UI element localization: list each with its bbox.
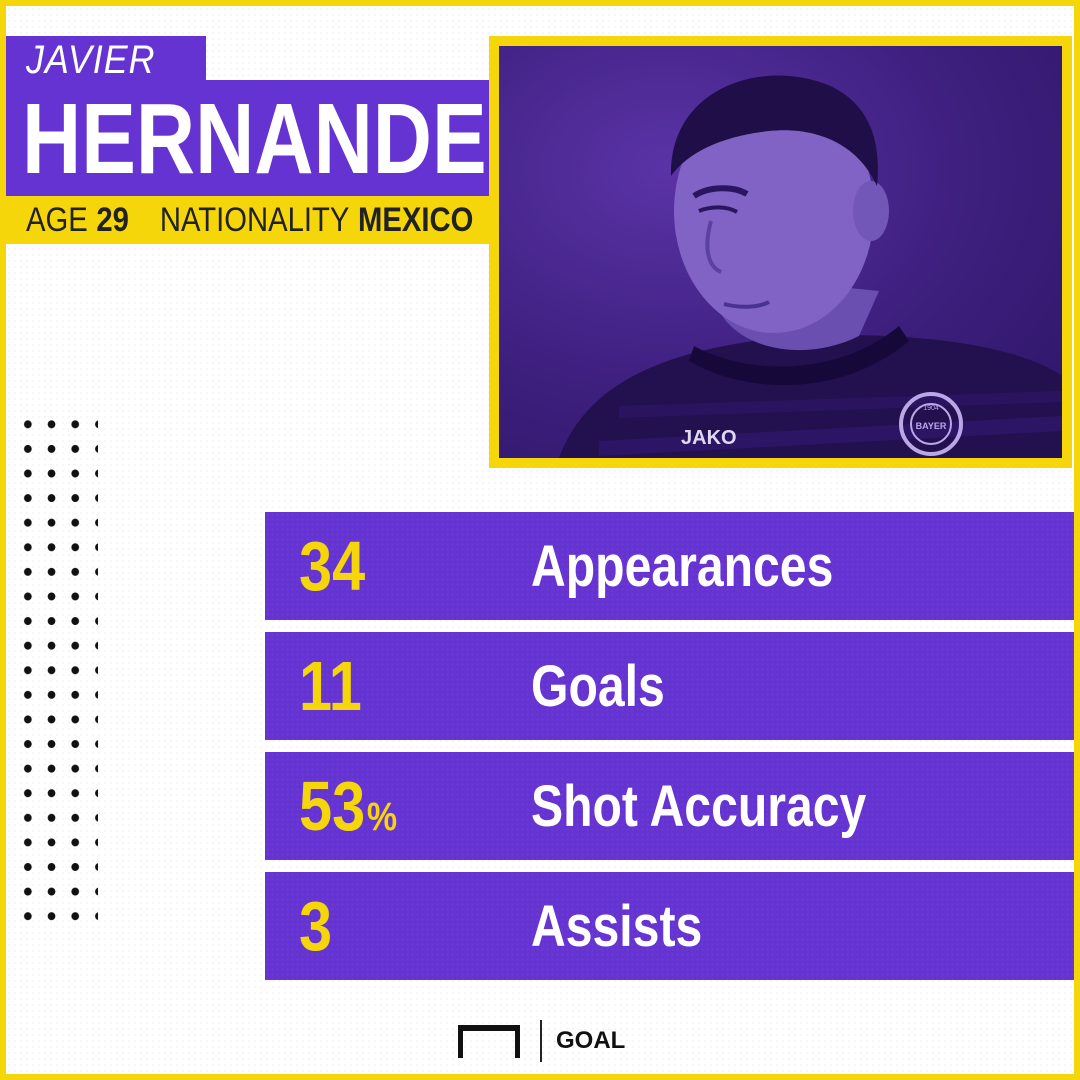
kit-sponsor-text: JAKO bbox=[681, 427, 737, 449]
nationality-label: NATIONALITY bbox=[159, 200, 350, 239]
goal-logo: GOAL bbox=[458, 1020, 625, 1062]
stat-value: 3 bbox=[299, 887, 333, 965]
stat-label: Shot Accuracy bbox=[531, 773, 867, 839]
stat-value: 11 bbox=[299, 647, 362, 725]
age-value: 29 bbox=[96, 200, 129, 239]
stat-value: 34 bbox=[299, 527, 366, 605]
player-photo-illustration: JAKO BAYER 1904 bbox=[559, 75, 1062, 458]
stat-value: 53% bbox=[299, 767, 398, 845]
goal-frame-icon bbox=[458, 1025, 520, 1058]
last-name-banner bbox=[6, 80, 528, 198]
logo-divider bbox=[540, 1020, 542, 1062]
player-info-line: AGE 29 NATIONALITY MEXICO bbox=[26, 198, 473, 242]
age-label: AGE bbox=[26, 200, 88, 239]
stat-label: Appearances bbox=[531, 533, 834, 599]
stat-row-assists: 3 Assists bbox=[265, 872, 1074, 980]
club-badge-icon bbox=[899, 392, 963, 456]
club-badge-year: 1904 bbox=[923, 405, 939, 412]
stat-row-goals: 11 Goals bbox=[265, 632, 1074, 740]
decorative-dot-grid bbox=[16, 412, 98, 932]
player-last-name: HERNANDEZ bbox=[22, 83, 537, 195]
first-name-banner bbox=[6, 36, 206, 82]
player-first-name: JAVIER bbox=[26, 38, 156, 82]
stat-row-shot-accuracy: 53% Shot Accuracy bbox=[265, 752, 1074, 860]
stat-label: Assists bbox=[531, 893, 703, 959]
stat-label: Goals bbox=[531, 653, 665, 719]
club-badge-text: BAYER bbox=[916, 421, 947, 431]
stat-row-appearances: 34 Appearances bbox=[265, 512, 1074, 620]
brand-name: GOAL bbox=[556, 1027, 626, 1054]
player-photo: JAKO BAYER 1904 bbox=[499, 46, 1062, 458]
nationality-value: MEXICO bbox=[358, 200, 474, 239]
